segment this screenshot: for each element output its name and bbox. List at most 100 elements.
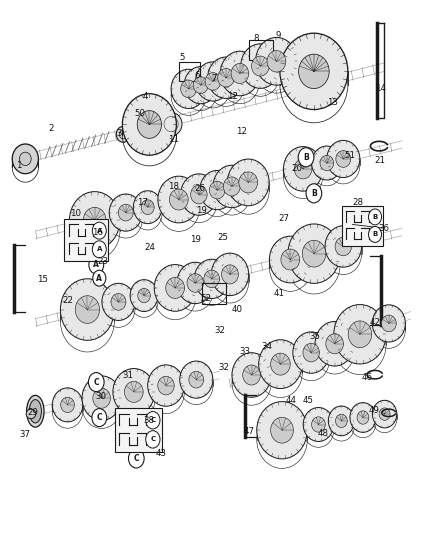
- Polygon shape: [255, 37, 297, 69]
- Circle shape: [368, 227, 381, 243]
- Ellipse shape: [130, 280, 158, 311]
- Text: A: A: [93, 261, 99, 269]
- Circle shape: [92, 222, 106, 239]
- Ellipse shape: [325, 226, 362, 267]
- Text: C: C: [150, 437, 155, 442]
- Bar: [64, 219, 108, 261]
- Text: C: C: [134, 454, 139, 463]
- Polygon shape: [154, 264, 196, 296]
- Polygon shape: [52, 388, 83, 411]
- Ellipse shape: [181, 80, 196, 98]
- Ellipse shape: [170, 189, 188, 210]
- Text: 30: 30: [95, 392, 106, 401]
- Ellipse shape: [158, 176, 200, 223]
- Circle shape: [92, 409, 107, 426]
- Ellipse shape: [184, 67, 217, 104]
- Ellipse shape: [271, 353, 290, 375]
- Ellipse shape: [191, 185, 207, 204]
- Ellipse shape: [177, 262, 213, 304]
- Ellipse shape: [311, 417, 325, 432]
- Text: C: C: [93, 377, 99, 386]
- Text: 19: 19: [196, 206, 207, 215]
- Text: 4: 4: [142, 92, 148, 101]
- Ellipse shape: [134, 126, 143, 136]
- Polygon shape: [315, 321, 354, 352]
- Ellipse shape: [350, 402, 376, 432]
- Ellipse shape: [60, 279, 114, 340]
- Ellipse shape: [12, 144, 39, 174]
- Text: 22: 22: [62, 296, 73, 305]
- Ellipse shape: [209, 181, 225, 199]
- Ellipse shape: [255, 37, 297, 85]
- Text: 14: 14: [374, 84, 385, 93]
- Ellipse shape: [243, 365, 260, 385]
- Ellipse shape: [281, 249, 300, 270]
- Polygon shape: [133, 191, 162, 214]
- Text: 10: 10: [70, 209, 81, 218]
- Polygon shape: [325, 226, 362, 254]
- Polygon shape: [148, 365, 184, 393]
- Circle shape: [89, 256, 104, 274]
- Polygon shape: [82, 376, 121, 406]
- Ellipse shape: [61, 397, 74, 413]
- Circle shape: [93, 270, 106, 286]
- Ellipse shape: [232, 353, 271, 397]
- Text: 40: 40: [232, 305, 243, 314]
- Circle shape: [92, 241, 106, 258]
- Ellipse shape: [257, 401, 307, 459]
- Text: 12: 12: [236, 127, 247, 136]
- Ellipse shape: [158, 376, 174, 395]
- Polygon shape: [122, 94, 177, 135]
- Ellipse shape: [205, 72, 221, 90]
- Ellipse shape: [138, 288, 150, 303]
- Ellipse shape: [200, 171, 235, 209]
- Text: 51: 51: [344, 151, 355, 160]
- Circle shape: [368, 209, 381, 225]
- Bar: [342, 206, 383, 246]
- Text: 48: 48: [318, 429, 329, 438]
- Ellipse shape: [193, 77, 208, 93]
- Circle shape: [146, 431, 160, 448]
- Ellipse shape: [70, 192, 120, 249]
- Polygon shape: [283, 147, 323, 176]
- Polygon shape: [350, 402, 376, 423]
- Ellipse shape: [211, 253, 249, 296]
- Ellipse shape: [372, 305, 405, 342]
- Ellipse shape: [348, 321, 372, 348]
- Polygon shape: [200, 171, 235, 197]
- Ellipse shape: [303, 408, 334, 441]
- Ellipse shape: [148, 365, 184, 406]
- Ellipse shape: [118, 204, 133, 221]
- Polygon shape: [109, 194, 142, 220]
- Text: 52: 52: [201, 294, 212, 303]
- Polygon shape: [257, 401, 307, 440]
- Text: 19: 19: [190, 236, 201, 245]
- Polygon shape: [180, 361, 213, 386]
- Text: 16: 16: [92, 228, 102, 237]
- Text: 47: 47: [244, 427, 255, 437]
- Text: 9: 9: [275, 31, 280, 41]
- Ellipse shape: [269, 236, 311, 283]
- Ellipse shape: [231, 63, 249, 84]
- Ellipse shape: [213, 165, 251, 208]
- Text: 36: 36: [379, 224, 390, 233]
- Circle shape: [88, 373, 104, 392]
- Text: 37: 37: [20, 430, 31, 439]
- Polygon shape: [171, 69, 206, 96]
- Text: B: B: [311, 189, 317, 198]
- Polygon shape: [12, 144, 39, 167]
- Ellipse shape: [222, 265, 238, 284]
- Ellipse shape: [29, 400, 42, 423]
- Text: 26: 26: [194, 183, 205, 192]
- Text: 17: 17: [138, 198, 148, 207]
- Ellipse shape: [357, 411, 369, 424]
- Text: 27: 27: [279, 214, 290, 223]
- Text: 24: 24: [144, 244, 155, 253]
- Ellipse shape: [111, 294, 126, 310]
- Ellipse shape: [294, 159, 312, 179]
- Text: 11: 11: [168, 135, 179, 144]
- Ellipse shape: [220, 51, 259, 96]
- Text: 35: 35: [309, 332, 320, 341]
- Ellipse shape: [251, 56, 269, 76]
- Ellipse shape: [302, 240, 326, 267]
